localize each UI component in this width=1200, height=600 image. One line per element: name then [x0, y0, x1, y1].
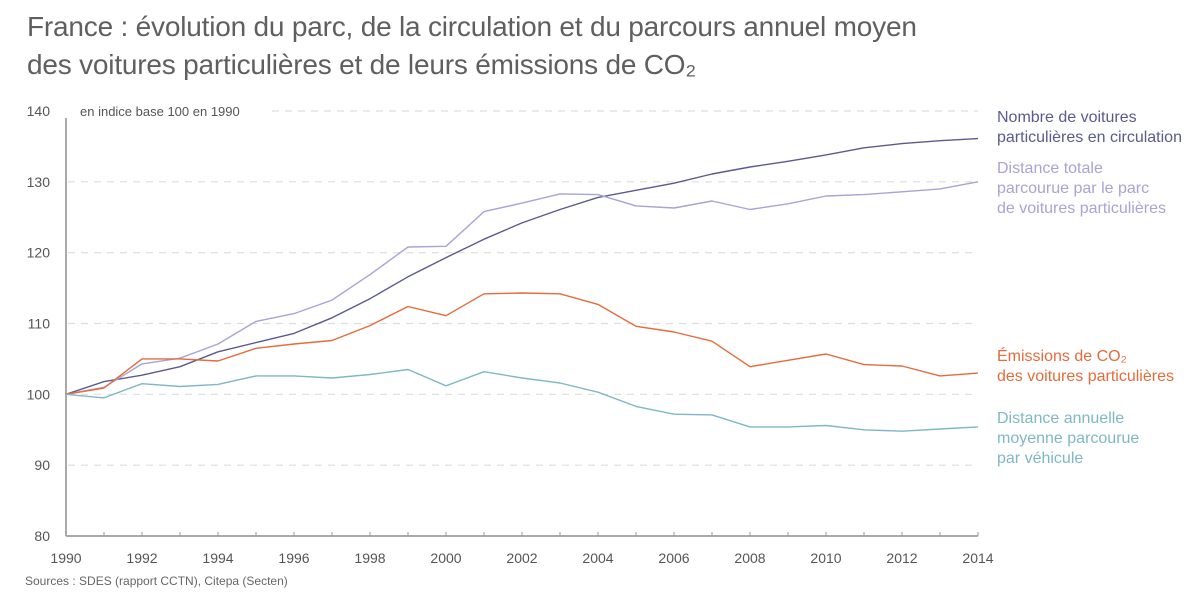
legend-label-line: Distance annuelle: [997, 410, 1125, 427]
y-tick-label: 140: [27, 103, 51, 119]
chart-title-line-1: France : évolution du parc, de la circul…: [27, 11, 917, 42]
y-axis-tick-labels: 80 90 100 110 120 130 140: [27, 103, 51, 544]
y-tick-label: 110: [28, 316, 51, 332]
x-tick-label: 1994: [202, 550, 233, 566]
source-note: Sources : SDES (rapport CCTN), Citepa (S…: [25, 574, 288, 588]
x-tick-label: 2008: [734, 550, 765, 566]
x-tick-label: 2010: [810, 550, 841, 566]
legend-label-line: parcourue par le parc: [997, 180, 1150, 197]
chart-title-line-2: des voitures particulières et de leurs é…: [27, 49, 697, 80]
legend-label-line: particulières en circulation: [997, 129, 1182, 146]
y-tick-label: 130: [27, 174, 51, 190]
x-tick-label: 2014: [962, 550, 993, 566]
x-tick-label: 1992: [126, 550, 157, 566]
y-tick-label: 90: [34, 457, 50, 473]
series-line-distance-annuelle: [65, 368, 979, 432]
x-tick-label: 2002: [506, 550, 537, 566]
x-tick-label: 2012: [886, 550, 917, 566]
chart-title: France : évolution du parc, de la circul…: [27, 8, 917, 84]
series-line-nombre-voitures: [65, 137, 979, 395]
series-line-distance-totale: [65, 181, 979, 395]
series-line-emissions-co2: [65, 292, 979, 395]
x-tick-label: 2000: [430, 550, 461, 566]
x-tick-label: 1996: [278, 550, 309, 566]
unit-note: en indice base 100 en 1990: [80, 104, 240, 119]
legend-label-line: Nombre de voitures: [997, 109, 1137, 126]
x-axis: [65, 532, 979, 537]
series-lines: [65, 137, 979, 432]
legend-label-nombre-voitures: Nombre de voitures particulières en circu…: [997, 108, 1182, 148]
legend-label-line: moyenne parcourue: [997, 430, 1140, 447]
legend-label-line: Distance totale: [997, 160, 1103, 177]
x-axis-tick-labels: 1990 1992 1994 1996 1998 2000 2002 2004 2006 2008…: [50, 550, 993, 566]
legend-label-distance-totale: Distance totale parcourue par le parc de v…: [997, 159, 1166, 219]
gridlines: [68, 110, 978, 466]
legend-label-line: de voitures particulières: [997, 200, 1166, 217]
legend-label-emissions-co2: Émissions de CO₂ des voitures particulièr…: [997, 347, 1174, 387]
x-tick-label: 2004: [582, 550, 613, 566]
x-tick-label: 2006: [658, 550, 689, 566]
legend-label-distance-annuelle: Distance annuelle moyenne parcourue par vé…: [997, 409, 1139, 469]
y-tick-label: 100: [27, 386, 51, 402]
y-tick-label: 80: [34, 528, 50, 544]
y-tick-label: 120: [27, 245, 51, 261]
x-tick-label: 1990: [50, 550, 81, 566]
legend-label-line: par véhicule: [997, 450, 1084, 467]
legend-label-line: Émissions de CO₂: [997, 348, 1127, 365]
x-tick-label: 1998: [354, 550, 385, 566]
legend-label-line: des voitures particulières: [997, 368, 1174, 385]
